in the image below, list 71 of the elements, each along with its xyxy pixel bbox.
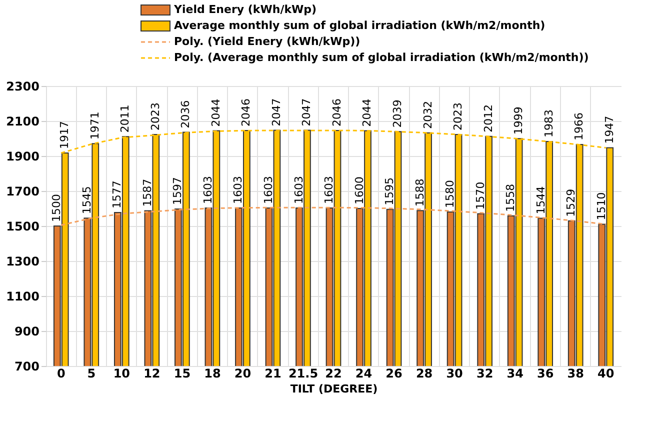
y-tick-label: 700 xyxy=(14,360,40,374)
data-label: 1570 xyxy=(474,182,487,210)
x-tick-label: 22 xyxy=(325,366,342,380)
data-label: 1983 xyxy=(542,109,556,138)
data-label: 1558 xyxy=(504,184,518,212)
x-tick-label: 18 xyxy=(204,366,221,380)
y-tick-label: 1300 xyxy=(6,254,40,268)
x-tick-label: 36 xyxy=(536,366,554,380)
data-label: 1603 xyxy=(232,176,245,204)
data-label: 1588 xyxy=(413,178,426,207)
y-tick-label: 1500 xyxy=(6,220,40,234)
x-tick-label: 32 xyxy=(476,366,494,380)
legend-label: Yield Enery (kWh/kWp) xyxy=(173,3,317,16)
y-tick-label: 1900 xyxy=(6,150,40,164)
data-label: 1917 xyxy=(58,121,72,150)
legend-label: Average monthly sum of global irradiation (kWh/m2/month) xyxy=(174,19,546,32)
data-label: 2011 xyxy=(118,104,132,133)
y-tick-label: 1100 xyxy=(6,290,40,304)
data-label: 1603 xyxy=(292,176,306,204)
data-label: 1603 xyxy=(322,176,336,204)
x-tick-label: 28 xyxy=(416,366,433,380)
data-label: 1577 xyxy=(110,180,124,209)
x-axis-title: TILT (DEGREE) xyxy=(290,382,378,396)
data-label: 1545 xyxy=(80,186,94,214)
data-label: 1597 xyxy=(171,177,184,206)
data-label: 1529 xyxy=(564,188,578,217)
data-label: 2044 xyxy=(360,98,374,127)
data-label: 1580 xyxy=(444,180,457,208)
data-label: 1544 xyxy=(534,186,548,214)
x-tick-label: 40 xyxy=(598,366,614,380)
legend-label: Poly. (Average monthly sum of global irradiation (kWh/m2/month)) xyxy=(174,51,589,64)
data-label: 1595 xyxy=(383,177,396,206)
y-tick-label: 2300 xyxy=(6,80,40,94)
data-label: 1603 xyxy=(262,176,275,204)
legend-label: Poly. (Yield Enery (kWh/kWp)) xyxy=(174,35,360,48)
data-label: 2046 xyxy=(330,98,344,126)
x-tick-label: 15 xyxy=(174,366,191,380)
y-tick-label: 1700 xyxy=(6,184,40,198)
data-label: 2032 xyxy=(421,100,434,129)
data-label: 2036 xyxy=(179,100,192,128)
x-tick-label: 12 xyxy=(144,366,160,380)
data-label: 1947 xyxy=(602,116,616,144)
data-label: 1966 xyxy=(572,112,586,140)
x-tick-label: 21.5 xyxy=(288,366,318,380)
data-label: 2044 xyxy=(209,98,222,127)
data-label: 1510 xyxy=(594,192,608,220)
data-label: 2039 xyxy=(391,100,404,128)
data-label: 2012 xyxy=(482,104,495,132)
data-label: 1500 xyxy=(50,194,64,222)
x-tick-label: 0 xyxy=(56,366,66,380)
x-tick-label: 30 xyxy=(446,366,463,380)
data-label: 2047 xyxy=(300,98,314,126)
data-label: 1971 xyxy=(88,112,102,140)
x-tick-label: 24 xyxy=(355,366,372,380)
y-tick-label: 900 xyxy=(14,324,40,338)
data-label: 2023 xyxy=(452,102,465,130)
x-tick-label: 20 xyxy=(234,366,252,380)
x-tick-label: 21 xyxy=(264,366,282,380)
x-tick-label: 38 xyxy=(567,366,584,380)
data-label: 1600 xyxy=(352,176,366,204)
data-label: 2046 xyxy=(240,98,253,126)
x-tick-label: 10 xyxy=(113,366,130,380)
data-label: 2023 xyxy=(148,102,162,130)
x-tick-label: 26 xyxy=(386,366,402,380)
data-label: 1603 xyxy=(201,176,214,204)
y-tick-label: 2100 xyxy=(6,114,40,128)
data-label: 1587 xyxy=(140,178,154,207)
x-tick-label: 5 xyxy=(87,366,96,380)
data-label: 1999 xyxy=(512,106,526,135)
data-label: 2047 xyxy=(270,98,283,126)
x-tick-label: 34 xyxy=(506,366,524,380)
